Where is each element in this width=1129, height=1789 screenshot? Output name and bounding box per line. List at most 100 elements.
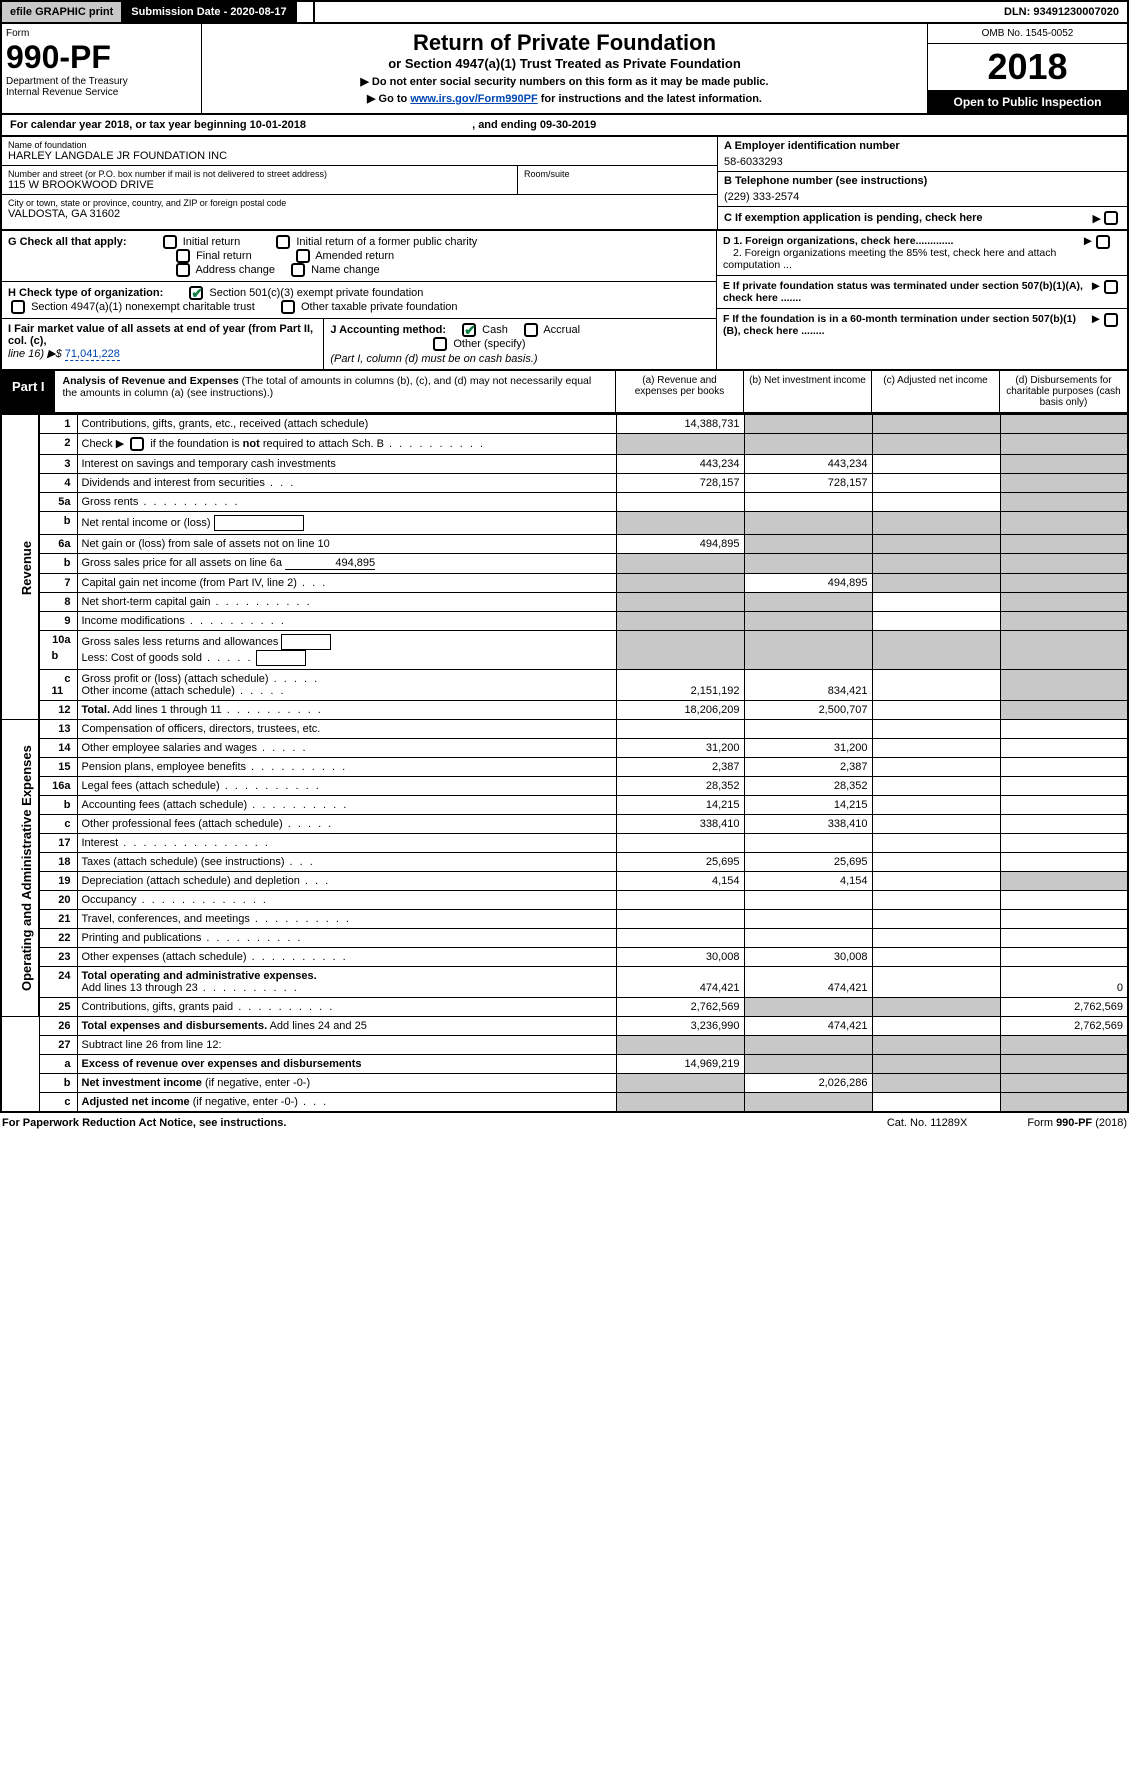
- row-num: 7: [39, 574, 77, 593]
- row-num: 26: [39, 1017, 77, 1036]
- cell-b: 28,352: [744, 777, 872, 796]
- g-opt-initial: Initial return: [183, 236, 240, 248]
- d1-checkbox[interactable]: [1096, 235, 1110, 249]
- cell-a: 2,151,192: [616, 670, 744, 701]
- g-address-change-checkbox[interactable]: [176, 263, 190, 277]
- row-num: 16a: [39, 777, 77, 796]
- section-h: H Check type of organization: Section 50…: [2, 282, 716, 319]
- row-num: 9: [39, 612, 77, 631]
- cell-a: 2,762,569: [616, 998, 744, 1017]
- row-label-post: if the foundation is not required to att…: [147, 438, 384, 450]
- g-opt-address: Address change: [195, 264, 275, 276]
- submission-date: Submission Date - 2020-08-17: [123, 2, 296, 22]
- g-opt-initial-former: Initial return of a former public charit…: [296, 236, 477, 248]
- row-label: Travel, conferences, and meetings: [82, 913, 250, 925]
- row-label: Accounting fees (attach schedule): [82, 799, 248, 811]
- row-label: Contributions, gifts, grants, etc., rece…: [77, 415, 616, 434]
- cell-d: 2,762,569: [1000, 998, 1128, 1017]
- fmv-value[interactable]: 71,041,228: [65, 348, 120, 361]
- section-i: I Fair market value of all assets at end…: [2, 319, 323, 369]
- cell-d: 2,762,569: [1000, 1017, 1128, 1036]
- phone-value: (229) 333-2574: [724, 187, 1121, 203]
- exemption-pending-checkbox[interactable]: [1104, 211, 1118, 225]
- h-4947-checkbox[interactable]: [11, 300, 25, 314]
- cell-b: 494,895: [744, 574, 872, 593]
- row-num: 21: [39, 910, 77, 929]
- row-label: Legal fees (attach schedule): [82, 780, 220, 792]
- col-a-header: (a) Revenue and expenses per books: [615, 371, 743, 412]
- row-label: Capital gain net income (from Part IV, l…: [82, 577, 297, 589]
- arrow-icon: [1093, 212, 1101, 225]
- g-initial-return-checkbox[interactable]: [163, 235, 177, 249]
- row-num: 25: [39, 998, 77, 1017]
- cell-a: 2,387: [616, 758, 744, 777]
- d1-label: D 1. Foreign organizations, check here..…: [723, 235, 953, 247]
- sch-b-checkbox[interactable]: [130, 437, 144, 451]
- row-label: Occupancy: [82, 894, 137, 906]
- g-amended-checkbox[interactable]: [296, 249, 310, 263]
- cal-pre: For calendar year 2018, or tax year begi…: [10, 119, 247, 131]
- g-final-return-checkbox[interactable]: [176, 249, 190, 263]
- row-label: Gross rents: [82, 496, 139, 508]
- cell-a: 18,206,209: [616, 701, 744, 720]
- row-label-11: Other income (attach schedule): [82, 685, 235, 697]
- cell-d: [1000, 415, 1128, 434]
- open-to-public: Open to Public Inspection: [928, 91, 1127, 113]
- dept-line-1: Department of the Treasury: [6, 76, 197, 87]
- cell-a: 338,410: [616, 815, 744, 834]
- efile-label: efile GRAPHIC print: [2, 2, 123, 22]
- row-label-b: Less: Cost of goods sold: [82, 652, 202, 664]
- cell-b: 834,421: [744, 670, 872, 701]
- row-label: Net rental income or (loss): [82, 517, 211, 529]
- h-other-checkbox[interactable]: [281, 300, 295, 314]
- g-opt-name: Name change: [311, 264, 380, 276]
- row-num: b: [39, 1074, 77, 1093]
- row-num: 24: [39, 967, 77, 998]
- j-accrual-checkbox[interactable]: [524, 323, 538, 337]
- cell-b: 2,026,286: [744, 1074, 872, 1093]
- street-address: 115 W BROOKWOOD DRIVE: [8, 179, 511, 191]
- e-checkbox[interactable]: [1104, 280, 1118, 294]
- note-2-pre: ▶ Go to: [367, 93, 410, 105]
- j-other: Other (specify): [453, 338, 525, 350]
- col-c-header: (c) Adjusted net income: [871, 371, 999, 412]
- ein-value: 58-6033293: [724, 152, 1121, 168]
- row-num: 23: [39, 948, 77, 967]
- row-label: Income modifications: [82, 615, 185, 627]
- f-checkbox[interactable]: [1104, 313, 1118, 327]
- city-state-zip: VALDOSTA, GA 31602: [8, 208, 711, 220]
- cal-begin: 10-01-2018: [250, 119, 306, 131]
- entity-info: Name of foundation HARLEY LANGDALE JR FO…: [0, 137, 1129, 231]
- exemption-pending-label: C If exemption application is pending, c…: [724, 212, 983, 224]
- expenses-section-label: Operating and Administrative Expenses: [1, 720, 39, 1017]
- h-label: H Check type of organization:: [8, 287, 163, 299]
- row-num: 18: [39, 853, 77, 872]
- cell-b: 474,421: [744, 1017, 872, 1036]
- tax-year: 2018: [928, 44, 1127, 91]
- row-num: c: [39, 815, 77, 834]
- check-sections: G Check all that apply: Initial return I…: [0, 231, 1129, 371]
- row-num: 4: [39, 474, 77, 493]
- g-name-change-checkbox[interactable]: [291, 263, 305, 277]
- cell-a: 474,421: [616, 967, 744, 998]
- revenue-section-label: Revenue: [1, 415, 39, 720]
- row-num: 6a: [39, 535, 77, 554]
- row-num: 22: [39, 929, 77, 948]
- d2-label: 2. Foreign organizations meeting the 85%…: [723, 247, 1056, 271]
- cell-a: 4,154: [616, 872, 744, 891]
- h-501c3-checkbox[interactable]: [189, 286, 203, 300]
- row-label: Gross profit or (loss) (attach schedule): [82, 673, 269, 685]
- irs-link[interactable]: www.irs.gov/Form990PF: [410, 93, 537, 105]
- calendar-year-row: For calendar year 2018, or tax year begi…: [0, 115, 1129, 137]
- j-other-checkbox[interactable]: [433, 337, 447, 351]
- row-num: 19: [39, 872, 77, 891]
- cell-b: [744, 415, 872, 434]
- footer-mid: Cat. No. 11289X: [887, 1117, 968, 1129]
- ein-label: A Employer identification number: [724, 140, 900, 152]
- e-label: E If private foundation status was termi…: [723, 280, 1083, 304]
- j-cash-checkbox[interactable]: [462, 323, 476, 337]
- cell-a: 14,969,219: [616, 1055, 744, 1074]
- row-label: Adjusted net income: [82, 1096, 190, 1108]
- g-initial-former-checkbox[interactable]: [276, 235, 290, 249]
- cell-b: 2,387: [744, 758, 872, 777]
